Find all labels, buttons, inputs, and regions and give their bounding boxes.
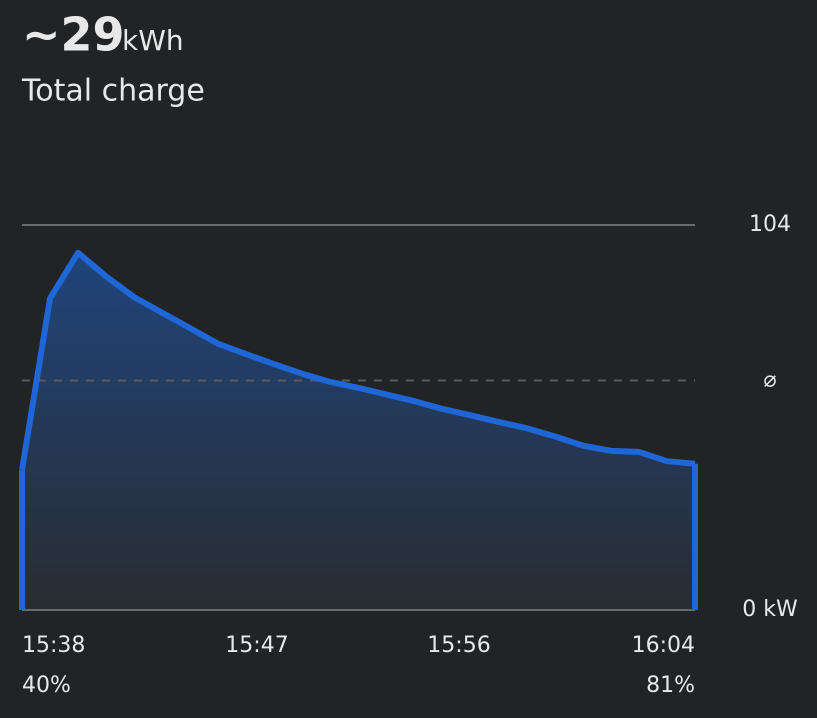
subtitle: Total charge (21, 74, 205, 109)
start-soc: 40% (22, 673, 71, 698)
x-tick-label: 16:04 (632, 633, 695, 658)
y-tick-label: ⌀ (763, 367, 776, 392)
end-soc: 81% (646, 673, 695, 698)
x-tick-label: 15:38 (22, 633, 85, 658)
energy-value: ~29 (22, 8, 125, 62)
area-fill (22, 252, 695, 611)
x-tick-label: 15:47 (225, 633, 288, 658)
power-line (19, 249, 696, 471)
y-tick-label: 104 (749, 212, 791, 237)
energy-unit: kWh (122, 24, 184, 57)
x-tick-label: 15:56 (427, 633, 490, 658)
y-tick-label: 0 kW (742, 597, 798, 622)
